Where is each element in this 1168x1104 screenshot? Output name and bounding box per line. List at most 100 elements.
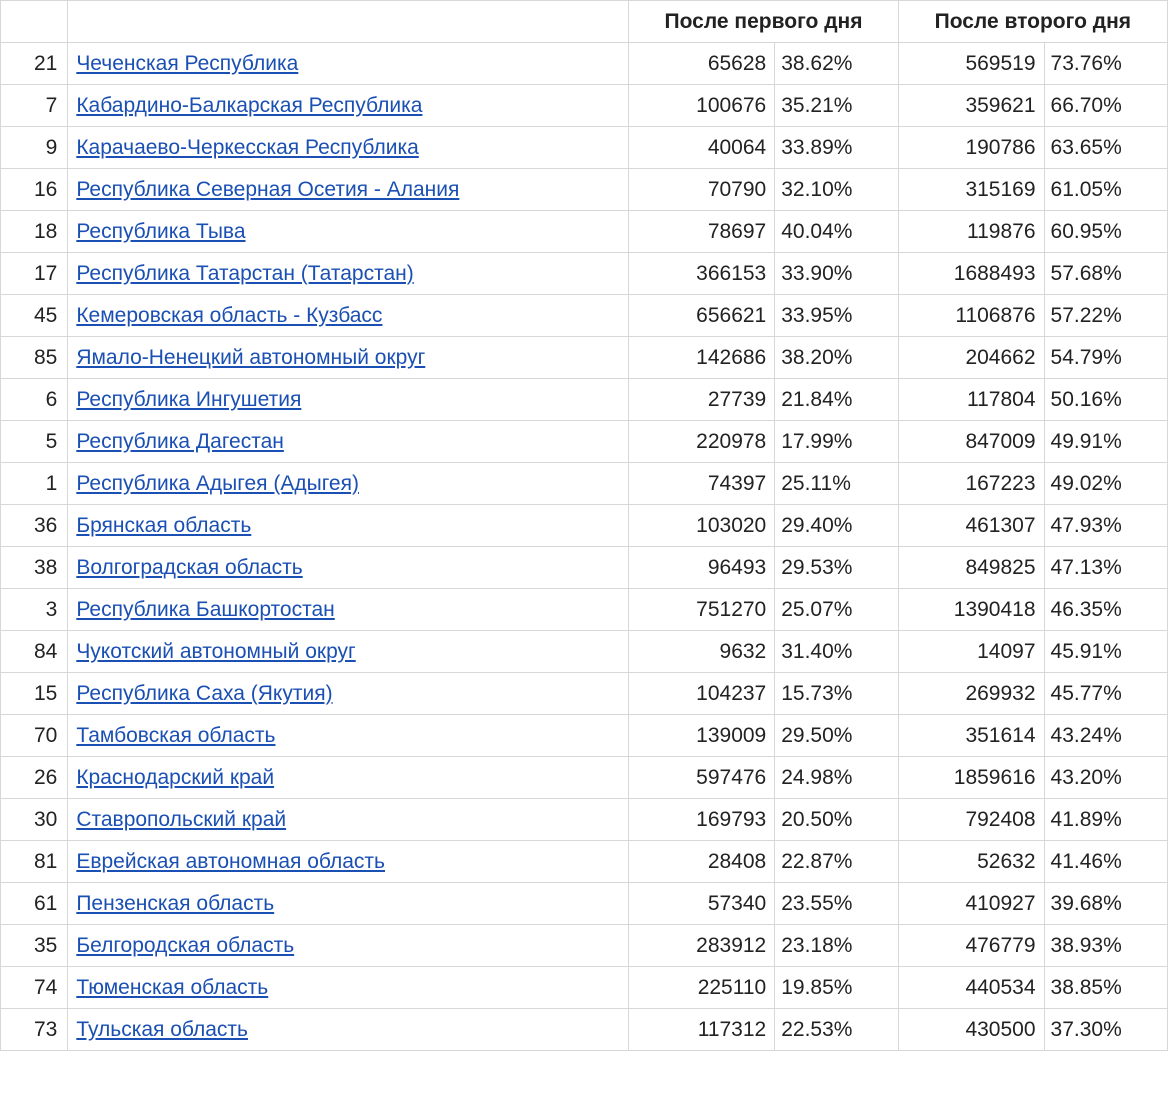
day2-count: 440534: [898, 967, 1044, 1009]
day2-percent: 47.13%: [1044, 547, 1167, 589]
region-link[interactable]: Белгородская область: [76, 934, 294, 957]
day1-count: 74397: [629, 463, 775, 505]
table-row: 7Кабардино-Балкарская Республика10067635…: [1, 85, 1168, 127]
row-id: 61: [1, 883, 68, 925]
day1-count: 40064: [629, 127, 775, 169]
header-day1[interactable]: После первого дня: [629, 1, 898, 43]
header-day2[interactable]: После второго дня: [898, 1, 1167, 43]
day1-percent: 31.40%: [775, 631, 898, 673]
day2-count: 52632: [898, 841, 1044, 883]
table-row: 38Волгоградская область9649329.53%849825…: [1, 547, 1168, 589]
region-link[interactable]: Краснодарский край: [76, 766, 274, 789]
region-link[interactable]: Ямало-Ненецкий автономный округ: [76, 346, 425, 369]
region-link[interactable]: Карачаево-Черкесская Республика: [76, 136, 418, 159]
region-link[interactable]: Республика Адыгея (Адыгея): [76, 472, 359, 495]
day2-percent: 43.24%: [1044, 715, 1167, 757]
region-link[interactable]: Пензенская область: [76, 892, 274, 915]
day1-percent: 29.53%: [775, 547, 898, 589]
region-link[interactable]: Кабардино-Балкарская Республика: [76, 94, 422, 117]
region-link[interactable]: Республика Башкортостан: [76, 598, 334, 621]
region-link[interactable]: Республика Ингушетия: [76, 388, 301, 411]
row-name-cell: Брянская область: [68, 505, 629, 547]
row-name-cell: Чеченская Республика: [68, 43, 629, 85]
row-id: 16: [1, 169, 68, 211]
region-link[interactable]: Республика Северная Осетия - Алания: [76, 178, 459, 201]
row-name-cell: Республика Саха (Якутия): [68, 673, 629, 715]
day2-percent: 45.91%: [1044, 631, 1167, 673]
day1-percent: 38.62%: [775, 43, 898, 85]
day2-count: 410927: [898, 883, 1044, 925]
row-id: 85: [1, 337, 68, 379]
region-link[interactable]: Тюменская область: [76, 976, 268, 999]
region-link[interactable]: Чеченская Республика: [76, 52, 298, 75]
table-row: 9Карачаево-Черкесская Республика4006433.…: [1, 127, 1168, 169]
day1-count: 142686: [629, 337, 775, 379]
region-link[interactable]: Еврейская автономная область: [76, 850, 385, 873]
day1-count: 656621: [629, 295, 775, 337]
row-id: 70: [1, 715, 68, 757]
day2-percent: 49.91%: [1044, 421, 1167, 463]
region-link[interactable]: Кемеровская область - Кузбасс: [76, 304, 382, 327]
region-link[interactable]: Брянская область: [76, 514, 251, 537]
day1-count: 366153: [629, 253, 775, 295]
region-link[interactable]: Ставропольский край: [76, 808, 286, 831]
row-id: 5: [1, 421, 68, 463]
region-link[interactable]: Республика Дагестан: [76, 430, 284, 453]
row-id: 35: [1, 925, 68, 967]
regions-table: После первого дня После второго дня 21Че…: [0, 0, 1168, 1051]
day1-count: 169793: [629, 799, 775, 841]
day2-count: 1106876: [898, 295, 1044, 337]
row-id: 74: [1, 967, 68, 1009]
region-link[interactable]: Тульская область: [76, 1018, 248, 1041]
day1-percent: 15.73%: [775, 673, 898, 715]
day2-count: 1390418: [898, 589, 1044, 631]
day2-count: 119876: [898, 211, 1044, 253]
row-name-cell: Белгородская область: [68, 925, 629, 967]
row-name-cell: Тульская область: [68, 1009, 629, 1051]
day2-percent: 73.76%: [1044, 43, 1167, 85]
day2-percent: 41.46%: [1044, 841, 1167, 883]
day2-count: 359621: [898, 85, 1044, 127]
day1-count: 751270: [629, 589, 775, 631]
table-row: 15Республика Саха (Якутия)10423715.73%26…: [1, 673, 1168, 715]
table-row: 36Брянская область10302029.40%46130747.9…: [1, 505, 1168, 547]
region-link[interactable]: Тамбовская область: [76, 724, 275, 747]
day2-count: 117804: [898, 379, 1044, 421]
table-row: 70Тамбовская область13900929.50%35161443…: [1, 715, 1168, 757]
table-row: 85 Ямало-Ненецкий автономный округ 1426863…: [1, 337, 1168, 379]
region-link[interactable]: Республика Саха (Якутия): [76, 682, 332, 705]
day2-count: 204662: [898, 337, 1044, 379]
row-id: 6: [1, 379, 68, 421]
table-row: 16Республика Северная Осетия - Алания707…: [1, 169, 1168, 211]
region-link[interactable]: Республика Татарстан (Татарстан): [76, 262, 413, 285]
day1-percent: 32.10%: [775, 169, 898, 211]
day1-count: 597476: [629, 757, 775, 799]
row-id: 81: [1, 841, 68, 883]
day1-percent: 23.18%: [775, 925, 898, 967]
day1-percent: 33.90%: [775, 253, 898, 295]
day2-count: 792408: [898, 799, 1044, 841]
table-header: После первого дня После второго дня: [1, 1, 1168, 43]
day2-count: 430500: [898, 1009, 1044, 1051]
day2-count: 351614: [898, 715, 1044, 757]
row-name-cell: Чукотский автономный округ: [68, 631, 629, 673]
day2-count: 190786: [898, 127, 1044, 169]
row-id: 30: [1, 799, 68, 841]
row-name-cell: Республика Северная Осетия - Алания: [68, 169, 629, 211]
row-name-cell: Республика Тыва: [68, 211, 629, 253]
day1-count: 78697: [629, 211, 775, 253]
day1-percent: 29.40%: [775, 505, 898, 547]
day1-count: 225110: [629, 967, 775, 1009]
day1-count: 27739: [629, 379, 775, 421]
row-id: 3: [1, 589, 68, 631]
row-id: 38: [1, 547, 68, 589]
day1-percent: 38.20%: [775, 337, 898, 379]
region-link[interactable]: Чукотский автономный округ: [76, 640, 355, 663]
region-link[interactable]: Волгоградская область: [76, 556, 302, 579]
day2-count: 14097: [898, 631, 1044, 673]
day2-percent: 63.65%: [1044, 127, 1167, 169]
day1-percent: 19.85%: [775, 967, 898, 1009]
day2-count: 167223: [898, 463, 1044, 505]
region-link[interactable]: Республика Тыва: [76, 220, 245, 243]
day1-percent: 22.53%: [775, 1009, 898, 1051]
